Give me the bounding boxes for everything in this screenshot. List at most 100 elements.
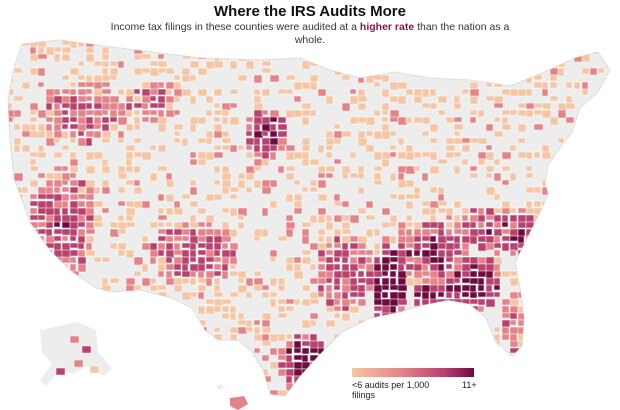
county-cell [549,312,557,321]
county-cell [221,172,232,181]
county-cell [261,340,272,347]
county-cell [357,249,367,256]
county-cell [21,319,29,328]
county-cell [469,263,480,270]
county-cell [581,389,592,396]
county-cell [509,305,519,314]
county-cell [397,165,408,174]
county-cell [157,88,167,96]
county-cell [181,235,190,242]
county-cell [357,242,367,250]
county-cell [133,256,144,266]
county-cell [229,186,240,193]
county-cell [589,256,600,263]
county-cell [101,123,110,132]
county-cell [181,277,190,285]
county-cell [53,130,64,139]
county-cell [389,270,397,278]
county-cell [261,284,270,291]
county-cell [229,326,240,334]
county-cell [197,228,207,237]
county-cell [589,67,598,76]
county-cell [397,116,408,126]
county-cell [429,347,440,355]
county-cell [253,144,261,153]
county-cell [405,256,416,263]
county-cell [117,340,127,348]
county-cell [45,242,56,249]
county-cell [309,361,317,371]
county-cell [485,298,496,308]
county-cell [37,109,48,119]
county-cell [77,312,85,319]
county-cell [317,256,327,263]
county-cell [29,221,40,229]
county-cell [13,109,22,118]
county-cell [133,291,141,299]
county-cell [597,123,605,131]
county-cell [61,116,70,124]
county-cell [205,60,216,70]
county-cell [253,347,261,354]
county-cell [197,326,208,333]
county-cell [549,200,557,209]
county-cell [565,116,575,124]
county-cell [29,305,37,312]
county-cell [501,221,509,228]
county-cell [453,263,463,272]
county-cell [85,88,93,95]
county-cell [117,172,128,180]
county-cell [8,333,13,341]
county-cell [541,263,552,272]
county-cell [37,263,45,270]
county-cell [493,214,502,223]
county-cell [597,186,607,193]
county-cell [541,284,551,291]
county-cell [317,249,326,258]
county-cell [477,305,485,313]
county-cell [325,40,334,48]
county-cell [77,123,87,132]
county-cell [125,200,136,208]
county-cell [461,221,471,229]
county-cell [109,123,119,132]
county-cell [261,319,271,328]
county-cell [549,67,560,76]
county-cell [149,375,159,382]
county-cell [525,40,533,47]
county-cell [325,249,334,256]
county-cell [381,298,392,307]
county-cell [181,326,192,335]
county-cell [149,88,159,96]
county-cell [565,95,573,104]
county-cell [389,221,397,228]
county-cell [229,116,240,126]
county-cell [117,242,127,251]
county-cell [573,200,584,210]
county-cell [262,397,268,402]
county-cell [29,158,37,166]
county-cell [573,270,582,279]
county-cell [413,291,422,298]
county-cell [237,284,248,294]
subtitle-text-after: than the nation as a whole. [294,21,510,46]
county-cell [237,179,246,189]
county-cell [53,221,61,228]
county-cell [533,102,544,109]
county-cell [29,151,40,158]
county-cell [237,74,248,82]
county-cell [317,361,326,370]
county-cell [493,347,501,355]
county-cell [493,116,501,123]
county-cell [605,123,610,130]
county-cell [469,74,480,81]
county-cell [525,151,533,160]
county-cell [605,53,610,61]
county-cell [477,277,485,286]
county-cell [445,214,453,221]
county-cell [213,193,223,201]
county-cell [301,221,312,228]
county-cell [357,207,367,215]
county-cell [381,284,390,291]
county-cell [85,109,96,116]
